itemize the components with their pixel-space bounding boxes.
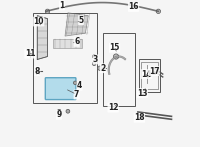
Text: 5: 5	[78, 16, 84, 25]
Text: 2: 2	[100, 64, 106, 73]
Bar	[103, 33, 135, 106]
Circle shape	[57, 109, 61, 113]
Text: 3: 3	[93, 55, 98, 64]
Polygon shape	[37, 16, 47, 60]
Text: 1: 1	[59, 1, 65, 10]
Polygon shape	[65, 13, 88, 36]
Circle shape	[113, 54, 119, 59]
Text: 18: 18	[134, 113, 145, 122]
Text: 6: 6	[74, 37, 79, 46]
FancyBboxPatch shape	[45, 78, 76, 100]
Circle shape	[66, 109, 70, 113]
Text: 9: 9	[57, 110, 62, 119]
Text: 11: 11	[25, 49, 35, 58]
Circle shape	[156, 9, 161, 14]
Circle shape	[98, 66, 102, 70]
Bar	[139, 60, 160, 92]
Text: 10: 10	[33, 17, 44, 26]
Text: 13: 13	[137, 88, 148, 97]
Bar	[33, 13, 97, 103]
Circle shape	[45, 9, 50, 14]
Text: 12: 12	[108, 103, 118, 112]
Circle shape	[92, 62, 96, 66]
Text: 14: 14	[141, 70, 152, 78]
Text: 15: 15	[109, 43, 120, 52]
Polygon shape	[53, 39, 82, 48]
Text: 8: 8	[35, 67, 40, 76]
Text: 17: 17	[149, 67, 159, 76]
Circle shape	[73, 81, 77, 85]
Text: 4: 4	[77, 81, 82, 90]
Text: 7: 7	[74, 90, 79, 99]
Text: 16: 16	[128, 2, 139, 11]
Circle shape	[92, 55, 96, 58]
